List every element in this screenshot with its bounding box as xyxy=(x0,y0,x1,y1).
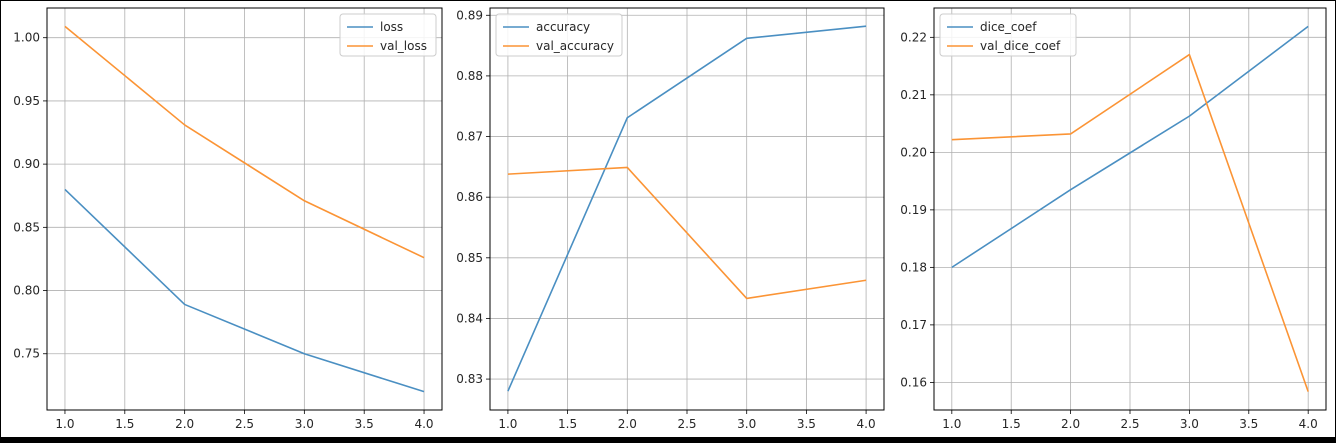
y-tick-label-3-6: 0.22 xyxy=(900,30,927,44)
chart-panel-3: 1.0 1.5 2.0 2.5 3.0 3.5 4.0 0.16 0.17 0.18 0.19 0.2… xyxy=(900,7,1327,431)
legend-2: accuracy val_accuracy xyxy=(495,13,623,57)
x-tick-label-3-4: 3.0 xyxy=(1180,417,1199,431)
chart-panel-2: 1.0 1.5 2.0 2.5 3.0 3.5 4.0 0.83 0.84 0.85 0.86 0.8… xyxy=(456,7,885,431)
series-line-3-dice-coef xyxy=(951,25,1309,269)
x-tick-label-2-3: 2.5 xyxy=(677,417,696,431)
y-tick-label-3-5: 0.21 xyxy=(900,88,927,102)
series-line-2-accuracy xyxy=(507,25,867,392)
y-tick-label-1-4: 0.95 xyxy=(13,94,40,108)
legend-label-3-dice-coef: dice_coef xyxy=(980,20,1037,34)
y-tick-label-2-4: 0.87 xyxy=(456,130,483,144)
x-tick-label-1-3: 2.5 xyxy=(235,417,254,431)
legend-label-1-val-loss: val_loss xyxy=(380,39,427,53)
chart-panel-1: 1.0 1.5 2.0 2.5 3.0 3.5 4.0 0.75 0.80 0.85 0.90 0.9… xyxy=(13,7,443,431)
x-tick-label-3-3: 2.5 xyxy=(1120,417,1139,431)
y-tick-label-1-1: 0.80 xyxy=(13,284,40,298)
x-tick-label-1-1: 1.5 xyxy=(115,417,134,431)
y-tick-label-3-2: 0.18 xyxy=(900,260,927,274)
y-tick-label-1-2: 0.85 xyxy=(13,220,40,234)
y-tick-label-2-2: 0.85 xyxy=(456,251,483,265)
x-tick-label-2-5: 3.5 xyxy=(797,417,816,431)
legend-label-1-loss: loss xyxy=(380,20,403,34)
x-tick-label-1-0: 1.0 xyxy=(55,417,74,431)
legend-label-2-accuracy: accuracy xyxy=(536,20,590,34)
y-tick-label-2-0: 0.83 xyxy=(456,372,483,386)
x-tick-label-3-0: 1.0 xyxy=(942,417,961,431)
legend-1: loss val_loss xyxy=(339,13,437,57)
x-tick-label-2-2: 2.0 xyxy=(618,417,637,431)
x-tick-label-2-6: 4.0 xyxy=(857,417,876,431)
series-line-1-loss xyxy=(64,188,425,393)
x-tick-label-2-4: 3.0 xyxy=(737,417,756,431)
x-tick-label-1-4: 3.0 xyxy=(295,417,314,431)
y-tick-label-3-0: 0.16 xyxy=(900,375,927,389)
y-tick-label-2-1: 0.84 xyxy=(456,311,483,325)
series-line-3-val-dice-coef xyxy=(951,53,1309,392)
x-tick-label-3-1: 1.5 xyxy=(1002,417,1021,431)
x-tick-label-3-2: 2.0 xyxy=(1061,417,1080,431)
legend-3: dice_coef val_dice_coef xyxy=(939,13,1077,57)
y-tick-label-2-6: 0.89 xyxy=(456,8,483,22)
y-tick-label-1-3: 0.90 xyxy=(13,157,40,171)
legend-box-3 xyxy=(939,13,1077,57)
y-tick-label-2-3: 0.86 xyxy=(456,190,483,204)
y-tick-label-3-3: 0.19 xyxy=(900,203,927,217)
legend-label-3-val-dice-coef: val_dice_coef xyxy=(980,39,1061,53)
x-tick-label-2-0: 1.0 xyxy=(498,417,517,431)
series-line-2-val-accuracy xyxy=(507,166,867,300)
legend-label-2-val-accuracy: val_accuracy xyxy=(536,39,614,53)
y-tick-label-2-5: 0.88 xyxy=(456,69,483,83)
x-tick-label-3-5: 3.5 xyxy=(1239,417,1258,431)
series-line-1-val-loss xyxy=(64,25,425,259)
x-tick-label-1-2: 2.0 xyxy=(175,417,194,431)
y-tick-label-3-1: 0.17 xyxy=(900,318,927,332)
x-tick-label-2-1: 1.5 xyxy=(558,417,577,431)
x-tick-label-1-6: 4.0 xyxy=(414,417,433,431)
y-tick-label-3-4: 0.20 xyxy=(900,145,927,159)
y-tick-label-1-0: 0.75 xyxy=(13,347,40,361)
x-tick-label-3-6: 4.0 xyxy=(1299,417,1318,431)
x-tick-label-1-5: 3.5 xyxy=(355,417,374,431)
y-tick-label-1-5: 1.00 xyxy=(13,31,40,45)
